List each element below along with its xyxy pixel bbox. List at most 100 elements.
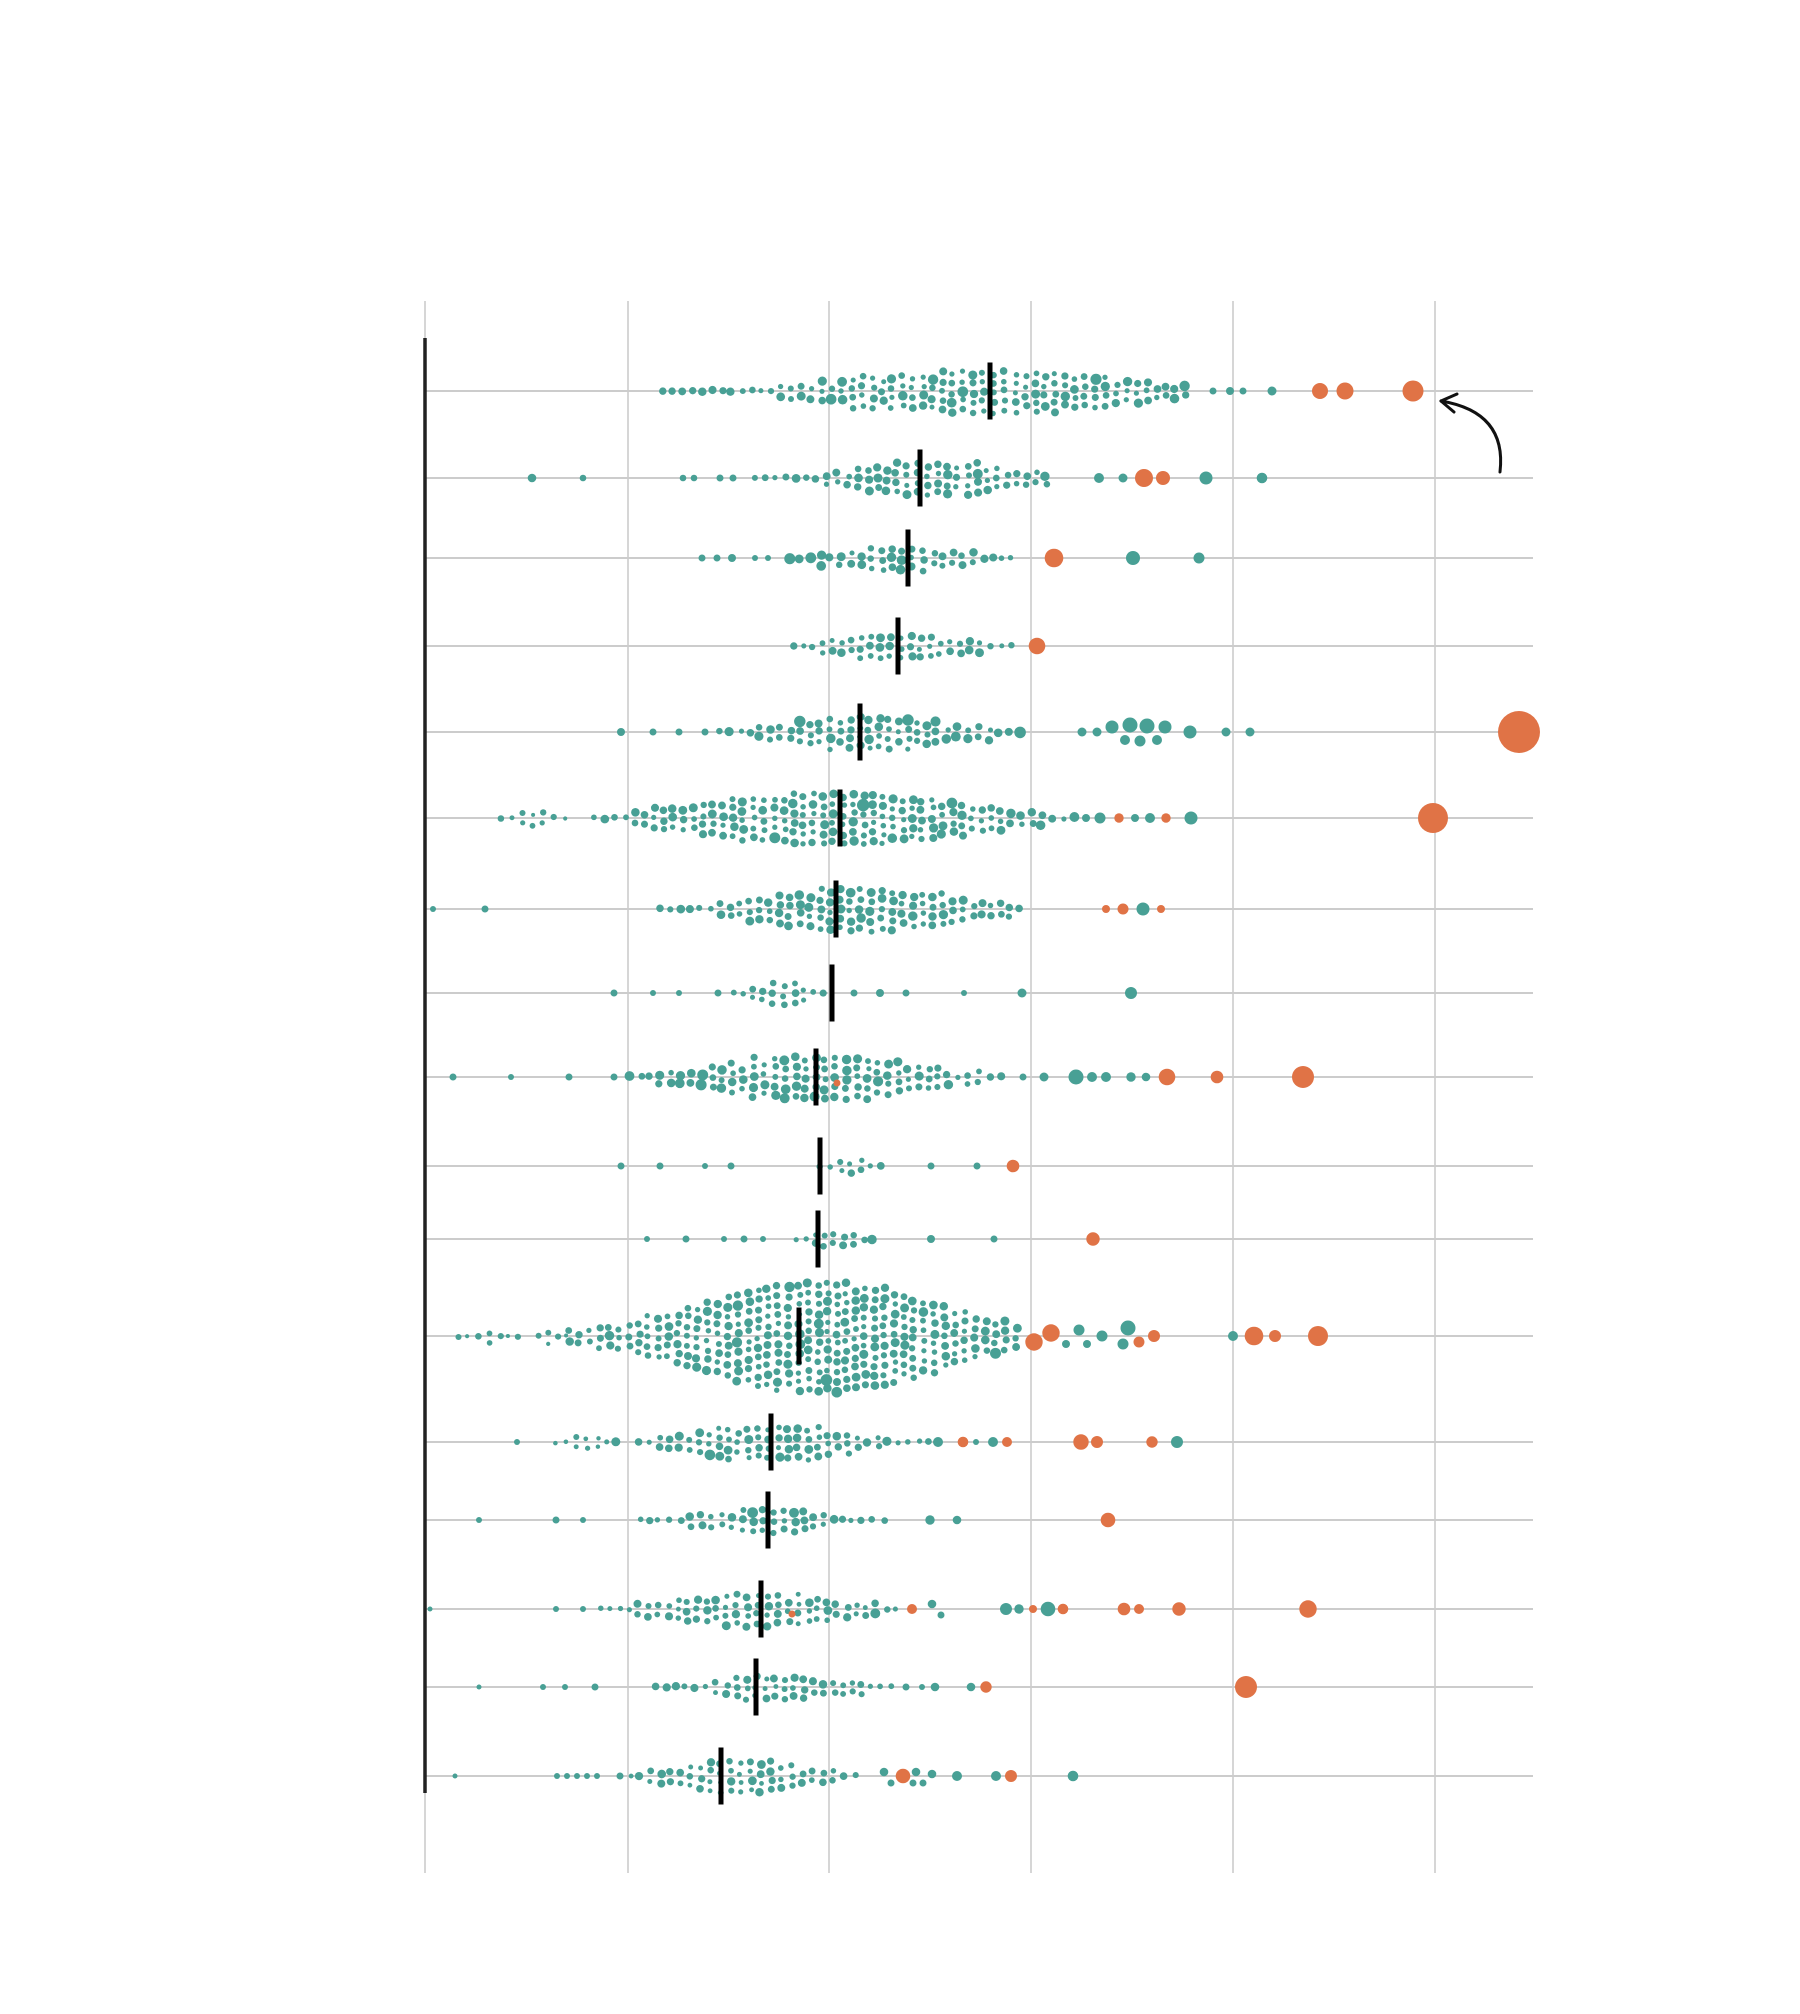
swarm-dot: [870, 1608, 881, 1619]
swarm-dot: [915, 1083, 923, 1091]
swarm-dot: [902, 714, 914, 726]
swarm-dot: [889, 917, 897, 925]
swarm-dot: [902, 462, 910, 470]
swarm-dot: [900, 1303, 910, 1313]
outlier-dot-teal: [937, 1611, 945, 1619]
swarm-dot: [873, 1068, 881, 1076]
median-tick: [829, 964, 835, 1022]
swarm-dot: [655, 1080, 663, 1088]
swarm-dot: [772, 1073, 779, 1080]
swarm-dot: [957, 801, 966, 810]
swarm-dot: [868, 828, 877, 836]
swarm-dot: [716, 1434, 723, 1441]
swarm-dot: [781, 1686, 788, 1693]
swarm-dot: [841, 1308, 849, 1316]
swarm-dot: [743, 1675, 752, 1684]
swarm-dot: [949, 371, 955, 377]
swarm-dot: [664, 1313, 671, 1320]
swarm-dot: [837, 376, 848, 387]
swarm-dot: [848, 646, 855, 654]
row-dots: [514, 1423, 1183, 1463]
swarm-dot: [832, 1431, 842, 1441]
swarm-dot: [726, 387, 735, 396]
swarm-dot: [913, 737, 921, 744]
swarm-dot: [775, 1601, 782, 1609]
swarm-dot: [654, 1611, 661, 1618]
swarm-dot: [790, 1685, 796, 1691]
swarm-dot: [854, 473, 863, 483]
swarm-dot: [881, 486, 891, 496]
swarm-dot: [880, 1380, 889, 1389]
swarm-dot: [800, 1084, 809, 1093]
swarm-dot: [761, 797, 767, 804]
swarm-dot: [720, 822, 726, 828]
swarm-dot: [763, 1622, 772, 1631]
outlier-dot-teal: [961, 990, 967, 996]
swarm-dot: [840, 1356, 850, 1365]
median-tick: [895, 617, 901, 675]
swarm-dot: [880, 822, 887, 829]
swarm-dot: [938, 552, 947, 561]
outlier-dot-teal: [580, 1606, 586, 1612]
swarm-dot: [799, 811, 806, 819]
swarm-dot: [958, 895, 968, 905]
swarm-dot: [845, 1450, 853, 1457]
swarm-dot: [851, 1296, 860, 1305]
swarm-dot: [751, 1063, 757, 1070]
swarm-dot: [827, 1164, 833, 1170]
swarm-dot: [949, 807, 958, 817]
swarm-dot: [866, 1066, 872, 1072]
swarm-dot: [796, 738, 804, 745]
swarm-dot: [941, 1332, 948, 1340]
swarm-dot: [952, 1310, 958, 1317]
swarm-dot: [888, 563, 897, 572]
swarm-dot: [895, 729, 901, 735]
swarm-dot: [814, 1595, 821, 1603]
outlier-dot-teal: [553, 1606, 559, 1612]
swarm-dot: [950, 820, 957, 827]
swarm-dot: [679, 815, 688, 824]
swarm-dot: [822, 1598, 831, 1607]
swarm-dot: [675, 1320, 682, 1327]
swarm-dot: [801, 1057, 808, 1064]
swarm-dot: [708, 1513, 714, 1520]
outlier-dot-teal: [1228, 1331, 1238, 1341]
outlier-dot-teal: [1171, 1436, 1183, 1448]
swarm-dot: [930, 804, 937, 811]
swarm-dot: [564, 1333, 569, 1338]
swarm-dot: [790, 1673, 799, 1682]
swarm-dot: [806, 1608, 813, 1614]
swarm-dot: [819, 1085, 829, 1095]
swarm-dot: [631, 808, 640, 817]
swarm-dot: [816, 1369, 823, 1376]
swarm-dot: [784, 1454, 792, 1462]
swarm-dot: [948, 408, 957, 417]
swarm-dot: [793, 1237, 799, 1243]
swarm-dot: [808, 1767, 816, 1775]
swarm-dot: [791, 1081, 802, 1091]
swarm-dot: [842, 1075, 852, 1085]
swarm-dot: [941, 1341, 950, 1350]
swarm-dot: [575, 1331, 583, 1339]
swarm-dot: [927, 643, 933, 649]
swarm-dot: [703, 1606, 712, 1615]
swarm-dot: [845, 743, 854, 752]
swarm-dot: [995, 807, 1004, 815]
swarm-dot: [729, 833, 736, 840]
swarm-dot: [828, 385, 836, 392]
swarm-dot: [820, 1094, 829, 1103]
swarm-dot: [666, 1078, 676, 1088]
swarm-dot: [674, 1078, 685, 1089]
swarm-dot: [1080, 373, 1088, 381]
swarm-dot: [763, 1341, 772, 1349]
swarm-dot: [841, 840, 848, 847]
swarm-dot: [660, 825, 668, 833]
swarm-dot: [850, 1240, 857, 1248]
swarm-dot: [847, 1161, 853, 1167]
swarm-dot: [738, 1075, 748, 1084]
swarm-dot: [718, 1077, 725, 1084]
swarm-dot: [859, 1349, 869, 1359]
outlier-dot-teal: [727, 1162, 735, 1170]
swarm-dot: [1033, 408, 1040, 415]
swarm-dot: [851, 1383, 861, 1392]
